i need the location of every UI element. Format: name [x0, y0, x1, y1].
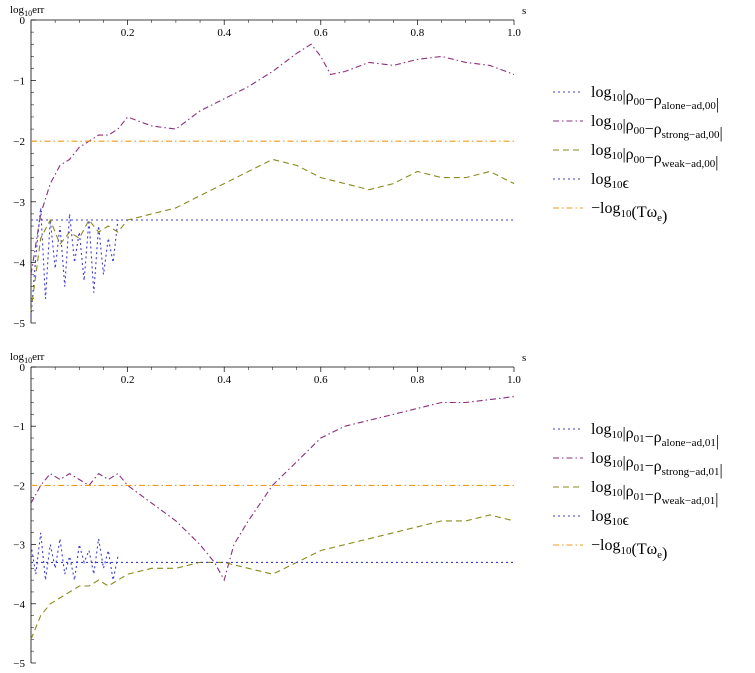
- legend-entry: log10|ρ01−ρalone−ad,01|: [591, 421, 719, 450]
- series-line-2: [30, 158, 515, 311]
- x-tick-label: 0.6: [314, 27, 328, 39]
- x-tick-label: 0.4: [217, 374, 231, 386]
- series-line-0: [30, 207, 119, 317]
- series-line-1: [30, 43, 515, 275]
- y-tick-label: −2: [13, 136, 25, 148]
- x-axis-label: s: [522, 352, 526, 364]
- x-tick-label: 0.2: [121, 27, 135, 39]
- y-tick-label: −3: [13, 197, 25, 209]
- series-line-1: [30, 396, 515, 582]
- legend-entry: log10|ρ00−ρalone−ad,00|: [591, 84, 719, 113]
- legend-entry: log10|ρ00−ρweak−ad,00|: [591, 142, 718, 171]
- series-line-0: [30, 532, 119, 581]
- y-tick-label: 0: [20, 15, 26, 27]
- legend-entry: log10|ρ00−ρstrong−ad,00|: [591, 113, 723, 142]
- legend-entry: log10ϵ: [591, 171, 629, 192]
- legend-entry: log10ϵ: [591, 508, 629, 529]
- legend-entry: log10|ρ01−ρweak−ad,01|: [591, 479, 718, 508]
- chart-panel-top: 0.2 0.4 0.6 0.8 1.0 0 −1 −2 −3 −4 −5 log10err s log10…: [10, 4, 723, 330]
- y-tick-label: −1: [13, 421, 25, 433]
- x-tick-label: 0.6: [314, 374, 328, 386]
- x-tick-label: 0.2: [121, 374, 135, 386]
- y-axis-label: log10err: [10, 351, 45, 365]
- y-tick-label: −5: [13, 658, 25, 670]
- x-tick-label: 0.8: [411, 27, 425, 39]
- x-tick-label: 0.4: [217, 27, 231, 39]
- x-axis-label: s: [522, 5, 526, 17]
- series-line-2: [30, 514, 515, 640]
- y-tick-label: −2: [13, 480, 25, 492]
- legend-entry: log10|ρ01−ρstrong−ad,01|: [591, 450, 723, 479]
- x-tick-label: 0.8: [411, 374, 425, 386]
- x-tick-label: 1.0: [507, 374, 521, 386]
- y-tick-label: 0: [20, 362, 26, 374]
- legend-entry: −log10(Tωe): [591, 200, 667, 225]
- x-tick-label: 1.0: [507, 27, 521, 39]
- y-tick-label: −4: [13, 599, 25, 611]
- y-tick-label: −3: [13, 540, 25, 552]
- y-tick-label: −1: [13, 76, 25, 88]
- y-tick-label: −4: [13, 257, 25, 269]
- legend-entry: −log10(Tωe): [591, 537, 667, 562]
- chart-panel-bottom: 0.2 0.4 0.6 0.8 1.0 0 −1 −2 −3 −4 −5 log10err s log10…: [10, 351, 723, 670]
- y-axis-label: log10err: [10, 4, 45, 18]
- y-tick-label: −5: [13, 318, 25, 330]
